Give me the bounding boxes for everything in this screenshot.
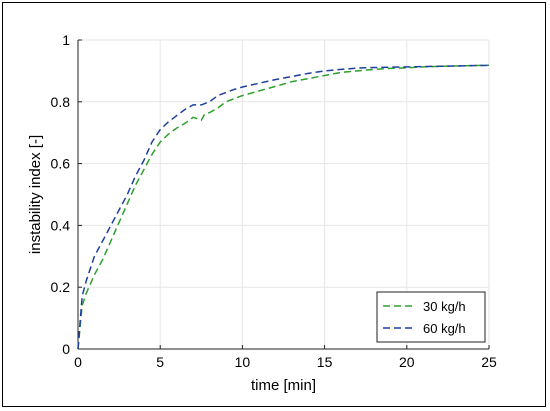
legend-box	[376, 291, 486, 343]
legend: 30 kg/h 60 kg/h	[376, 291, 486, 343]
y-tick-label: 0.4	[51, 217, 71, 233]
x-tick-label: 25	[481, 354, 497, 370]
x-tick-label: 5	[156, 354, 164, 370]
x-tick-label: 20	[399, 354, 415, 370]
series-line-1	[77, 64, 490, 350]
legend-label-2: 60 kg/h	[423, 321, 466, 336]
y-tick-label: 0.6	[51, 156, 71, 172]
x-tick-label: 10	[235, 354, 251, 370]
y-tick-label: 0	[62, 341, 70, 357]
x-axis-label: time [min]	[251, 377, 316, 394]
y-tick-label: 0.8	[51, 94, 71, 110]
x-tick-label: 15	[317, 354, 333, 370]
tick-labels: 0 5 10 15 20 25 0 0.2 0.4 0.6 0.8 1	[51, 32, 497, 370]
series-line-2	[77, 64, 490, 350]
y-axis-label: instability index [-]	[27, 135, 44, 254]
legend-label-1: 30 kg/h	[423, 299, 466, 314]
y-tick-label: 1	[62, 32, 70, 48]
series-lines	[77, 64, 490, 350]
y-tick-label: 0.2	[51, 279, 71, 295]
x-tick-label: 0	[74, 354, 82, 370]
